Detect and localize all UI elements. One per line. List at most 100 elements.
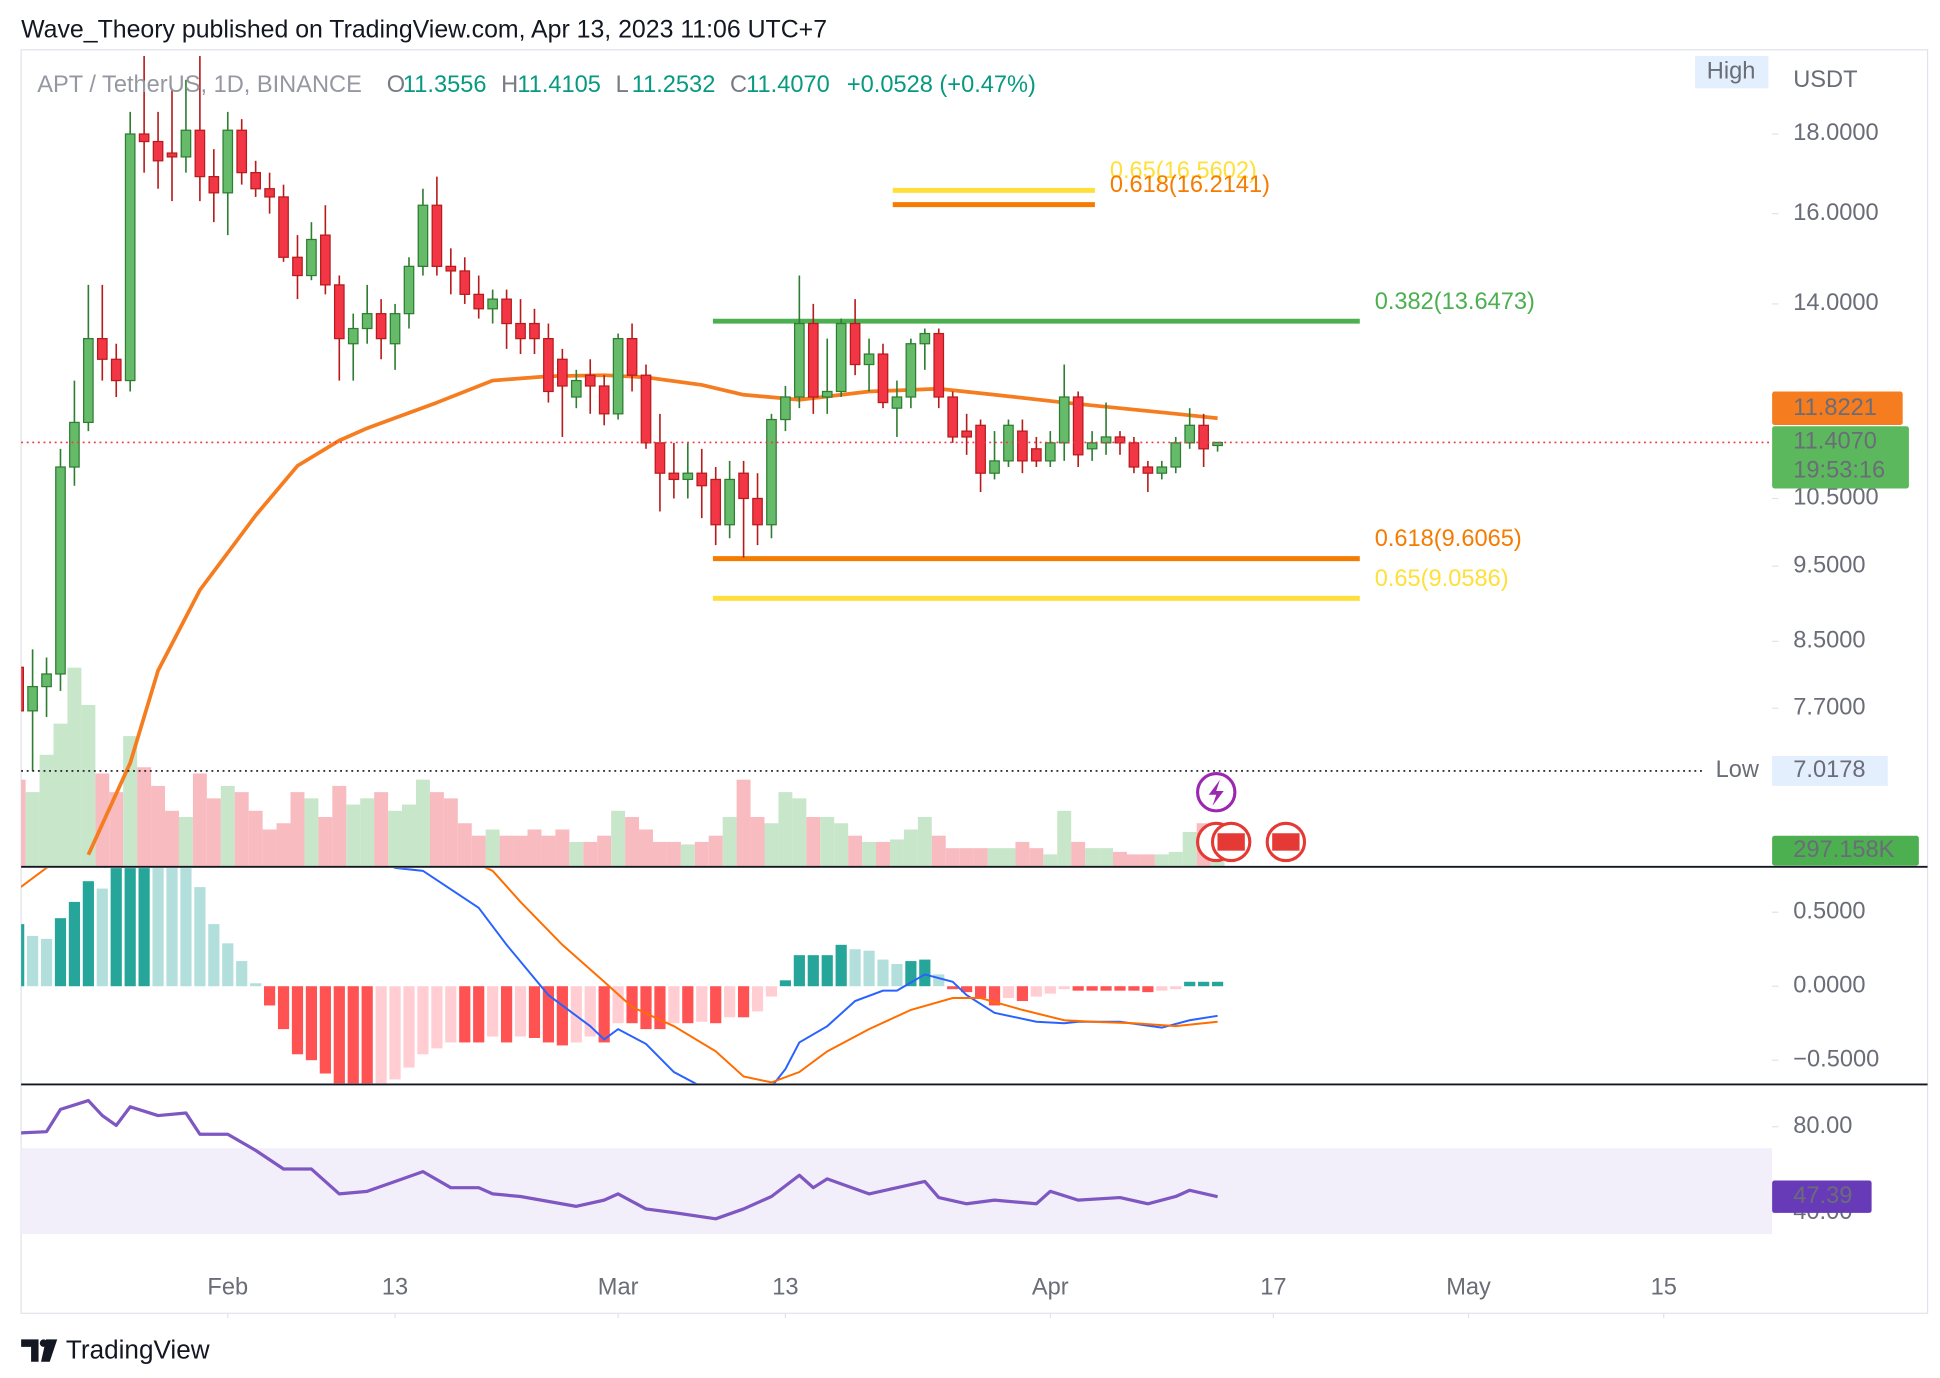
legend-change: +0.0528 (+0.47%) — [847, 72, 1036, 98]
macd-histogram-bar — [21, 924, 25, 987]
volume-bar — [165, 810, 179, 867]
volume-bar — [1099, 848, 1114, 867]
candle-body — [83, 337, 94, 424]
candle-body — [821, 390, 833, 398]
candle-body — [69, 421, 80, 468]
candle-body — [320, 234, 331, 286]
legend-key: C — [730, 72, 747, 98]
candle-body — [1017, 430, 1028, 462]
candle-body — [905, 343, 917, 398]
candle-body — [333, 284, 345, 340]
volume-bar — [778, 792, 793, 867]
y-tick-label: 7.7000 — [1793, 694, 1865, 720]
macd-histogram-bar — [1044, 986, 1056, 994]
candle-body — [584, 374, 596, 387]
x-tick-label: 13 — [382, 1275, 408, 1301]
macd-histogram-bar — [765, 986, 778, 997]
macd-histogram-bar — [431, 986, 443, 1049]
volume-bar — [234, 792, 249, 867]
candle-body — [431, 204, 443, 267]
fib-label: 0.65(16.5602) — [1110, 158, 1257, 184]
macd-histogram-bar — [891, 964, 903, 987]
volume-bar — [53, 723, 68, 867]
macd-histogram-bar — [682, 986, 694, 1024]
volume-bar — [750, 817, 765, 867]
volume-bar — [1071, 841, 1086, 867]
volume-bar — [67, 667, 82, 867]
macd-histogram-bar — [556, 986, 568, 1046]
footer-logo: TradingView — [21, 1335, 210, 1365]
volume-bar — [708, 835, 723, 867]
candle-body — [1100, 436, 1112, 444]
volume-bar — [625, 817, 640, 867]
volume-bar — [917, 817, 932, 867]
volume-bar — [736, 779, 751, 867]
candle-body — [612, 337, 624, 415]
volume-box — [1772, 835, 1919, 866]
y-unit: USDT — [1793, 67, 1857, 93]
volume-bar — [443, 798, 458, 867]
legend-value: 11.3556 — [403, 72, 487, 98]
legend-key: O — [387, 72, 405, 98]
volume-bar — [806, 817, 821, 867]
macd-histogram-bar — [333, 986, 345, 1084]
x-tick-label: Apr — [1032, 1275, 1069, 1301]
macd-histogram-bar — [124, 868, 136, 987]
macd-histogram-bar — [724, 986, 736, 1018]
candle-body — [654, 442, 666, 474]
candle-body — [292, 256, 303, 277]
macd-histogram-bar — [208, 924, 220, 987]
candle-body — [361, 313, 373, 330]
candle-body — [975, 424, 986, 474]
macd-histogram-bar — [222, 943, 234, 987]
price-pane — [21, 56, 1360, 867]
candle-body — [515, 322, 526, 340]
candle-body — [124, 133, 136, 382]
y-tick-label: 10.5000 — [1793, 485, 1878, 511]
y-tick-label: 9.5000 — [1793, 552, 1865, 578]
macd-histogram-bar — [82, 881, 94, 987]
candle-body — [752, 497, 763, 526]
macd-histogram-bar — [1114, 986, 1126, 991]
legend-key: L — [616, 72, 629, 98]
macd-histogram-bar — [1184, 981, 1196, 987]
candle-body — [891, 396, 903, 409]
candle-body — [557, 358, 568, 387]
candle-body — [543, 337, 554, 393]
candle-body — [807, 322, 819, 398]
candle-body — [278, 196, 289, 258]
macd-histogram-bar — [821, 955, 833, 987]
volume-bar — [137, 767, 152, 867]
candle-body — [41, 673, 52, 688]
high-box — [1695, 56, 1769, 89]
volume-bar — [457, 823, 472, 867]
candle-body — [738, 472, 749, 500]
candle-body — [222, 129, 234, 194]
y-tick-label: 0.5000 — [1793, 898, 1865, 924]
macd-histogram-bar — [473, 986, 485, 1043]
volume-bar — [192, 773, 207, 867]
candle-body — [194, 129, 206, 178]
macd-histogram-bar — [166, 868, 178, 987]
candle-body — [794, 322, 805, 398]
legend-value: 11.4070 — [746, 72, 830, 98]
x-tick-label: 15 — [1651, 1275, 1677, 1301]
candle-body — [710, 478, 722, 526]
volume-bar — [123, 736, 138, 867]
volume-bar — [332, 785, 347, 867]
candle-body — [598, 385, 610, 415]
candle-body — [459, 270, 471, 295]
macd-histogram-bar — [347, 986, 359, 1084]
volume-bar — [848, 835, 863, 867]
countdown-label: 19:53:16 — [1793, 457, 1885, 483]
macd-histogram-bar — [1142, 986, 1154, 993]
volume-bar — [304, 798, 319, 867]
candle-body — [180, 129, 192, 158]
macd-histogram-bar — [1058, 986, 1070, 990]
candle-body — [1086, 442, 1098, 450]
volume-bar — [764, 823, 779, 867]
volume-bar — [945, 848, 960, 867]
volume-bar — [1113, 851, 1127, 867]
macd-histogram-bar — [1156, 986, 1168, 991]
